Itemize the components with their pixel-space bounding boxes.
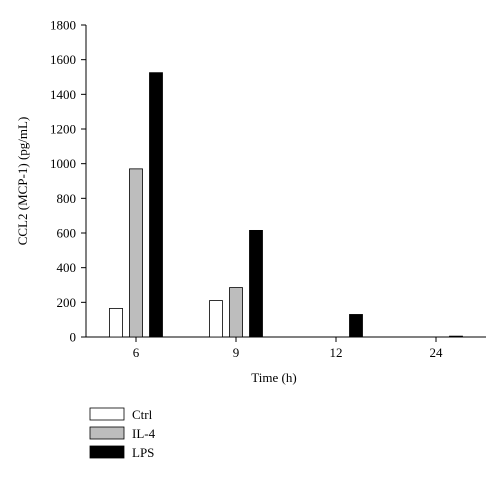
y-tick-label: 400 <box>57 260 77 275</box>
y-tick-label: 600 <box>57 226 77 241</box>
y-tick-label: 1600 <box>50 52 76 67</box>
legend-label-ctrl: Ctrl <box>132 407 153 422</box>
y-axis-label: CCL2 (MCP-1) (pg/mL) <box>15 117 30 246</box>
bar-lps-9 <box>249 229 263 338</box>
y-tick-label: 1800 <box>50 18 76 33</box>
x-axis: 6 9 12 24 <box>86 336 486 360</box>
bar-lps-6 <box>149 72 163 338</box>
bar-ctrl-6 <box>109 307 123 338</box>
y-tick-label: 800 <box>57 191 77 206</box>
x-tick-label: 12 <box>330 345 343 360</box>
legend-swatch-lps <box>89 445 125 459</box>
legend: Ctrl IL-4 LPS <box>89 407 156 460</box>
x-tick-label: 6 <box>133 345 140 360</box>
bar-lps-12 <box>349 314 363 338</box>
y-tick-label: 1000 <box>50 156 76 171</box>
bar-il-4-6 <box>129 168 143 338</box>
bars <box>109 72 463 338</box>
y-axis: 0 200 400 600 800 1000 1200 1400 1600 1800 <box>50 18 87 345</box>
legend-swatch-ctrl <box>89 407 125 421</box>
x-tick-label: 24 <box>430 345 444 360</box>
bar-il-4-9 <box>229 287 243 338</box>
y-tick-label: 200 <box>57 295 77 310</box>
y-tick-label: 1200 <box>50 122 76 137</box>
bar-ctrl-9 <box>209 300 223 338</box>
legend-label-il-4: IL-4 <box>132 426 156 441</box>
legend-swatch-il-4 <box>89 426 125 440</box>
legend-label-lps: LPS <box>132 445 154 460</box>
y-tick-label: 1400 <box>50 87 76 102</box>
x-axis-label: Time (h) <box>251 370 296 385</box>
x-tick-label: 9 <box>233 345 240 360</box>
bar-lps-24 <box>449 335 463 338</box>
y-tick-label: 0 <box>70 330 77 345</box>
